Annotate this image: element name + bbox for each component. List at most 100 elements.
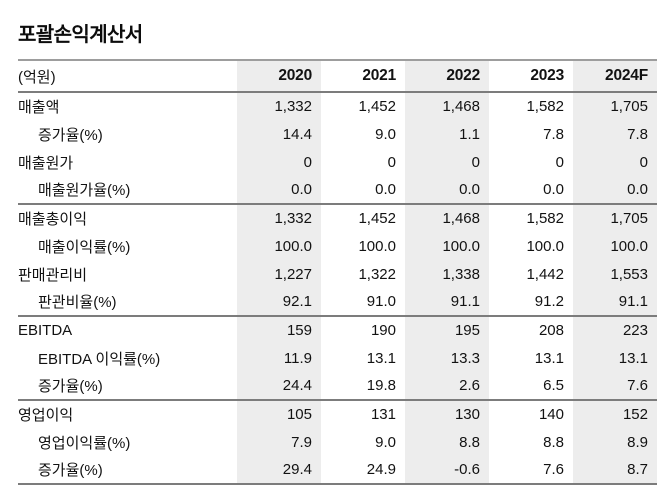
table-row: EBITDA 159 190 195 208 223 [18,315,657,344]
cell-value: 130 [405,399,489,428]
table-row: 판관비율(%) 92.1 91.0 91.1 91.2 91.1 [18,288,657,316]
cell-value: 100.0 [405,232,489,260]
row-label: 판관비율(%) [38,294,117,311]
table-row: 매출이익률(%) 100.0 100.0 100.0 100.0 100.0 [18,232,657,260]
cell-value: 8.8 [405,428,489,456]
cell-value: 1,582 [489,203,573,232]
cell-value: 8.7 [573,456,657,484]
cell-value: 0 [555,153,564,171]
cell-value: 0.0 [543,181,564,198]
row-label: 영업이익률(%) [38,434,131,452]
cell-value: 7.8 [573,120,657,148]
table-row: 영업이익 105 131 130 140 152 [18,399,657,428]
unit-label: (억원) [18,68,56,86]
cell-value: 152 [573,399,657,428]
page-title: 포괄손익계산서 [18,24,143,46]
cell-value: 1,553 [573,260,657,288]
row-label: EBITDA 이익률(%) [38,350,161,368]
cell-value: 0 [405,148,489,176]
cell-value: 105 [237,399,321,428]
cell-value: 91.1 [405,288,489,316]
cell-value: 190 [321,315,405,344]
table-row: EBITDA 이익률(%) 11.9 13.1 13.3 13.1 13.1 [18,344,657,372]
cell-value: 8.9 [573,428,657,456]
cell-value: 195 [405,315,489,344]
cell-value: 7.6 [543,461,564,478]
cell-value: 208 [489,315,573,344]
cell-value: 1,338 [405,260,489,288]
table-row: 매출원가 0 0 0 0 0 [18,148,657,176]
row-label: 증가율(%) [38,378,103,395]
cell-value: 1,705 [573,203,657,232]
year-column-header: 2024F [573,60,657,92]
row-label: 증가율(%) [38,462,103,479]
year-column-header: 2020 [237,60,321,92]
cell-value: 92.1 [237,288,321,316]
cell-value: 100.0 [573,232,657,260]
cell-value: 0 [237,148,321,176]
cell-value: 0.0 [375,181,396,198]
cell-value: 0.0 [405,176,489,204]
cell-value: 100.0 [526,237,564,255]
row-label: 매출원가율(%) [38,182,131,199]
cell-value: 1,332 [237,203,321,232]
row-label: 매출원가 [18,154,74,172]
cell-value: 7.8 [543,125,564,143]
table-row: 영업이익률(%) 7.9 9.0 8.8 8.8 8.9 [18,428,657,456]
cell-value: 100.0 [237,232,321,260]
row-label: 매출액 [18,99,60,116]
row-label: EBITDA [18,315,237,344]
cell-value: 100.0 [358,237,396,255]
cell-value: 1,705 [573,92,657,120]
table-row: 매출액 1,332 1,452 1,468 1,582 1,705 [18,92,657,120]
table-row: 매출총이익 1,332 1,452 1,468 1,582 1,705 [18,203,657,232]
row-label: 판매관리비 [18,266,88,284]
cell-value: 1,582 [526,98,564,115]
cell-value: 29.4 [237,456,321,484]
header-row: (억원) 2020 2021 2022 2023 2024F [18,60,657,92]
cell-value: 1,468 [405,203,489,232]
cell-value: 13.3 [405,344,489,372]
row-label: 매출총이익 [18,203,237,232]
income-statement-table: (억원) 2020 2021 2022 2023 2024F 매출액 1,332 1,452 1… [18,59,657,485]
cell-value: 1,227 [237,260,321,288]
year-column-header: 2022 [405,60,489,92]
cell-value: 7.9 [237,428,321,456]
cell-value: 1,442 [526,265,564,283]
cell-value: 24.4 [237,372,321,400]
cell-value: 1.1 [405,120,489,148]
cell-value: 9.0 [375,125,396,143]
cell-value: 91.0 [366,293,396,310]
cell-value: 13.1 [366,349,396,367]
cell-value: 0.0 [237,176,321,204]
table-row: 매출원가율(%) 0.0 0.0 0.0 0.0 0.0 [18,176,657,204]
cell-value: 7.6 [573,372,657,400]
cell-value: 0 [387,153,396,171]
cell-value: 14.4 [237,120,321,148]
cell-value: 0 [573,148,657,176]
year-column-header: 2021 [362,67,396,84]
cell-value: 13.1 [534,349,564,367]
cell-value: 6.5 [543,377,564,394]
cell-value: 11.9 [237,344,321,372]
cell-value: 91.2 [534,293,564,310]
cell-value: 19.8 [366,377,396,394]
cell-value: 1,332 [237,92,321,120]
cell-value: 9.0 [375,433,396,451]
cell-value: 8.8 [543,433,564,451]
row-label: 증가율(%) [38,126,103,144]
row-label: 매출이익률(%) [38,238,131,256]
cell-value: 1,322 [358,265,396,283]
cell-value: 159 [237,315,321,344]
table-row: 판매관리비 1,227 1,322 1,338 1,442 1,553 [18,260,657,288]
row-label: 영업이익 [18,399,237,428]
table-body: 매출액 1,332 1,452 1,468 1,582 1,705 증가율(%) 14.4 9.… [18,92,657,484]
table-row: 증가율(%) 14.4 9.0 1.1 7.8 7.8 [18,120,657,148]
cell-value: 0.0 [573,176,657,204]
cell-value: 13.1 [573,344,657,372]
cell-value: 91.1 [573,288,657,316]
cell-value: 1,452 [321,203,405,232]
cell-value: 131 [321,399,405,428]
cell-value: -0.6 [405,456,489,484]
